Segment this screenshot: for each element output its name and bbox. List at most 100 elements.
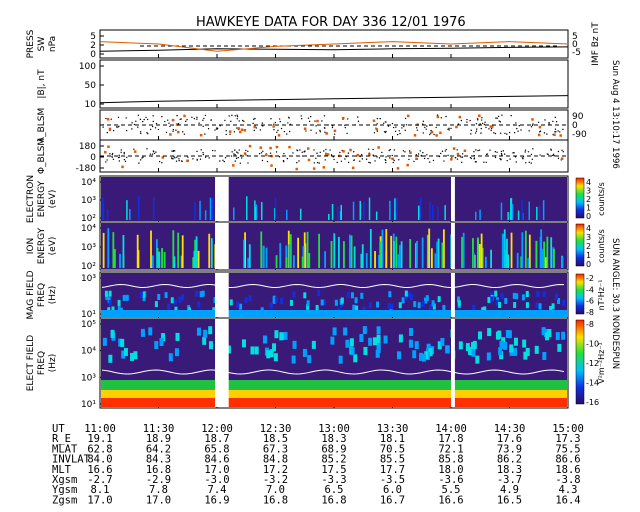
angle-point (506, 133, 508, 135)
angle-point (562, 128, 564, 131)
spectrogram-burst-mag (512, 292, 516, 299)
angle-point (460, 119, 463, 122)
angle-point (279, 120, 281, 123)
ephemeris-row-label: UT (52, 423, 65, 435)
angle-point (447, 154, 449, 157)
spectrogram-burst-ion (195, 236, 198, 268)
angle-point (315, 125, 317, 127)
angle-point (261, 122, 264, 124)
angle-point (376, 117, 379, 120)
spectrogram-burst-electron (394, 198, 396, 220)
angle-point (153, 152, 156, 155)
spectrogram-burst-efield (513, 347, 518, 356)
angle-point (203, 117, 205, 120)
spectrogram-burst-mag (521, 294, 525, 301)
spectrogram-burst-ion (360, 253, 363, 268)
angle-point (300, 117, 303, 120)
spectrogram-burst-electron (233, 207, 235, 220)
angle-point (481, 117, 483, 119)
angle-point (357, 116, 359, 118)
spectrogram-burst-ion (381, 229, 384, 268)
angle-point (555, 121, 558, 123)
angle-point (555, 131, 557, 133)
angle-point (477, 119, 479, 121)
angle-point (470, 133, 472, 135)
spectrogram-burst-efield (203, 329, 208, 338)
ephemeris-value: 16.6 (87, 464, 112, 476)
data-gap-electron (451, 177, 455, 221)
spectrogram-burst-mag (323, 299, 327, 306)
spectrogram-burst-mag (173, 298, 177, 305)
imf-angle-point (303, 127, 307, 131)
spectrogram-burst-ion (400, 241, 403, 268)
tick-label-ion: 10² (81, 262, 96, 272)
panel-label-ion: ION (26, 238, 36, 254)
panel-label-b: |B|, nT (37, 69, 47, 99)
spectrogram-burst-mag (472, 304, 476, 311)
spectrogram-burst-mag (498, 302, 502, 309)
colorbar-label-electron: counts/s (597, 182, 606, 216)
angle-point (448, 127, 450, 129)
spectrogram-burst-mag (334, 299, 338, 306)
tick-label-press: 2 (90, 41, 96, 51)
angle-point (357, 120, 360, 122)
imf-angle-point (559, 134, 563, 137)
spectrogram-burst-electron (209, 197, 212, 220)
spectrogram-burst-ion (545, 257, 547, 268)
spectrogram-burst-efield (269, 349, 274, 358)
imf-angle-point (121, 165, 124, 169)
angle-point (510, 114, 512, 117)
spectrogram-burst-electron (479, 209, 481, 220)
angle-point (120, 149, 122, 151)
spectrogram-burst-efield (409, 328, 414, 337)
angle-point (347, 118, 349, 120)
imf-angle-point (436, 115, 440, 119)
ephemeris-row-label: Zgsm (52, 494, 77, 506)
imf-angle-point (322, 166, 326, 169)
imf-angle-point (108, 127, 112, 131)
spectrogram-burst-efield (414, 341, 419, 350)
angle-point (480, 119, 483, 121)
spectrogram-burst-efield (241, 339, 246, 348)
angle-point (137, 114, 140, 116)
angle-point (499, 157, 501, 160)
angle-point (224, 156, 227, 159)
angle-point (531, 124, 534, 126)
spectrogram-burst-efield (437, 341, 442, 350)
angle-point (183, 133, 186, 135)
angle-point (365, 158, 368, 160)
angle-point (151, 153, 154, 155)
imf-angle-point (239, 130, 242, 134)
angle-point (191, 116, 193, 119)
spectrogram-burst-ion (385, 229, 388, 268)
spectrogram-burst-mag (549, 305, 553, 312)
angle-point (117, 126, 119, 128)
data-gap-efield (215, 319, 229, 407)
angle-point (509, 158, 511, 160)
angle-point (426, 154, 428, 156)
angle-point (368, 161, 370, 164)
spectrogram-burst-ion (114, 249, 116, 268)
spectrogram-burst-ion (473, 254, 476, 268)
spectrogram-burst-efield (541, 327, 546, 336)
angle-point (318, 162, 320, 164)
angle-point (461, 156, 464, 158)
ephemeris-value: 15:00 (552, 423, 584, 435)
colorbar-label-efield: V²m⁻²Hz⁻¹ (597, 342, 606, 384)
panel-label-ion: (eV) (48, 237, 58, 256)
angle-point (383, 122, 385, 125)
ephemeris-value: 16.8 (263, 494, 288, 506)
angle-point (286, 157, 289, 160)
spectrogram-burst-efield (505, 329, 510, 338)
angle-point (238, 120, 240, 122)
angle-point (373, 132, 376, 134)
angle-point (245, 149, 247, 152)
spectrogram-burst-efield (121, 350, 126, 359)
spectrogram-burst-ion (409, 239, 412, 268)
spectrogram-burst-ion (333, 233, 336, 268)
angle-point (315, 132, 317, 134)
angle-point (425, 128, 427, 130)
spectrogram-burst-mag (401, 297, 405, 304)
angle-point (171, 157, 173, 160)
